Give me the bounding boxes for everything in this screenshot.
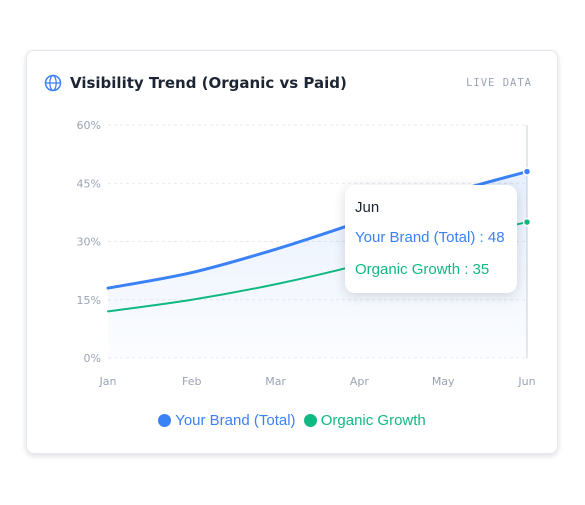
live-data-badge: LIVE DATA (466, 77, 532, 89)
chart-title: Visibility Trend (Organic vs Paid) (70, 74, 347, 92)
legend-dot-brand (158, 414, 172, 427)
x-tick-label: Jan (99, 375, 117, 388)
x-tick-label: Mar (265, 375, 286, 388)
legend-item-organic[interactable]: Organic Growth (303, 412, 426, 429)
y-tick-label: 60% (77, 119, 101, 132)
active-point-organic (522, 217, 532, 227)
y-tick-label: 15% (77, 294, 101, 307)
tooltip-title: Jun (355, 199, 380, 216)
legend-label-brand: Your Brand (Total) (175, 412, 296, 429)
y-tick-label: 0% (84, 352, 101, 365)
x-tick-label: Feb (182, 375, 201, 388)
visibility-trend-card: Visibility Trend (Organic vs Paid) LIVE … (26, 50, 558, 454)
x-tick-label: Jun (517, 375, 535, 388)
chart-legend: Your Brand (Total) Organic Growth (27, 412, 557, 429)
legend-item-brand[interactable]: Your Brand (Total) (158, 412, 296, 429)
globe-icon (44, 74, 62, 92)
x-tick-label: Apr (350, 375, 370, 388)
y-tick-label: 30% (77, 236, 101, 249)
x-tick-label: May (432, 375, 455, 388)
y-tick-label: 45% (77, 177, 101, 190)
tooltip-row-brand: Your Brand (Total) : 48 (355, 229, 505, 246)
tooltip-row-organic: Organic Growth : 35 (355, 261, 490, 278)
active-point-brand (522, 167, 532, 176)
legend-dot-organic (303, 414, 317, 427)
chart-tooltip: Jun Your Brand (Total) : 48 Organic Grow… (345, 185, 517, 293)
legend-label-organic: Organic Growth (320, 412, 426, 429)
